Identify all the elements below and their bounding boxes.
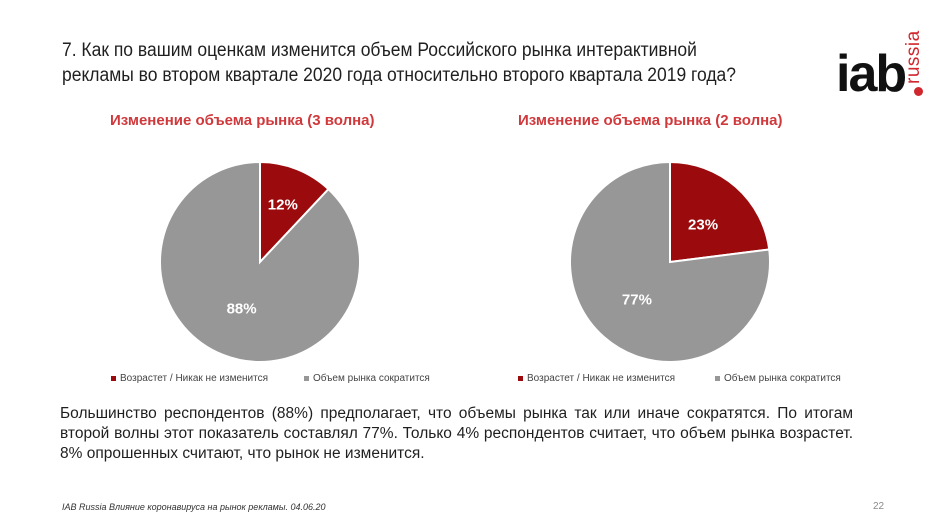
data-label: 88% [227,300,257,317]
legend-label: Объем рынка сократится [313,373,430,384]
question-line-2: рекламы во втором квартале 2020 года отн… [62,65,737,86]
legend-label: Возрастет / Никак не изменится [527,373,676,384]
footer-source: IAB Russia Влияние коронавируса на рынок… [62,502,326,512]
chart-title-wave-2: Изменение объема рынка (2 волна) [518,112,783,129]
legend-swatch-decrease [715,376,720,381]
slice-increase [259,160,330,265]
question-line-1: 7. Как по вашим оценкам изменится объем … [62,40,697,61]
slide-question: 7. Как по вашим оценкам изменится объем … [62,38,761,88]
iab-russia-logo: russia iab [836,18,936,102]
legend-item-increase-wave-3: Возрастет / Никак не изменится [111,373,268,384]
data-label: 12% [268,196,298,213]
logo-russia-text: russia [903,30,924,84]
legend-label: Объем рынка сократится [724,373,841,384]
legend-label: Возрастет / Никак не изменится [120,373,269,384]
legend-item-decrease-wave-2: Объем рынка сократится [715,373,841,384]
logo-dot [914,87,923,96]
legend-swatch-increase [518,376,523,381]
legend-swatch-increase [111,376,116,381]
logo-iab-text: iab [836,45,907,103]
data-label: 23% [688,216,718,233]
pie-chart-wave-2: 23% 77% [569,160,771,363]
data-label: 77% [622,292,652,309]
chart-title-wave-3: Изменение объема рынка (3 волна) [110,112,375,129]
slice-decrease [159,160,361,363]
legend-item-decrease-wave-3: Объем рынка сократится [304,373,430,384]
page-number: 22 [873,501,885,512]
slice-increase [669,160,771,264]
slice-decrease [569,160,771,363]
pie-chart-wave-3: 12% 88% [159,160,361,363]
legend-swatch-decrease [304,376,309,381]
legend-item-increase-wave-2: Возрастет / Никак не изменится [518,373,675,384]
summary-paragraph: Большинство респондентов (88%) предполаг… [60,405,853,462]
